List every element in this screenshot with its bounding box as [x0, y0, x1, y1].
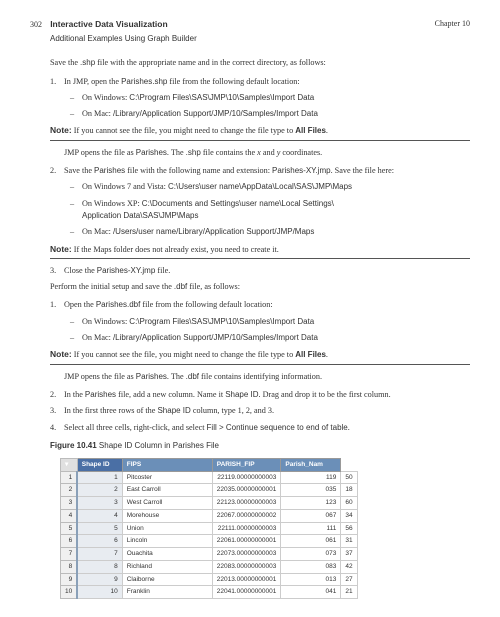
divider	[50, 140, 470, 141]
step-1-windows: – On Windows: C:\Program Files\SAS\JMP\1…	[70, 92, 470, 104]
doc-subtitle: Additional Examples Using Graph Builder	[50, 33, 470, 45]
table-row[interactable]: 33West Carroll22123.0000000000312360	[61, 497, 358, 510]
divider	[50, 258, 470, 259]
step-2-mac: – On Mac: /Users/user name/Library/Appli…	[70, 226, 470, 238]
table-corner: ▾	[61, 458, 78, 471]
note-all-files-1: Note: If you cannot see the file, you mi…	[50, 124, 470, 137]
figure-caption: Figure 10.41 Shape ID Column in Parishes…	[50, 440, 470, 452]
jmp-opens-dbf: JMP opens the file as Parishes. The .dbf…	[64, 371, 470, 383]
table-row[interactable]: 99Claiborne22013.0000000000101327	[61, 573, 358, 586]
dbf-step-4: 4. Select all three cells, right-click, …	[50, 422, 470, 434]
table-row[interactable]: 66Lincoln22061.0000000000106131	[61, 535, 358, 548]
step-3: 3. Close the Parishes-XY.jmp file.	[50, 265, 470, 277]
dbf-step-1-mac: – On Mac: /Library/Application Support/J…	[70, 332, 470, 344]
note-all-files-2: Note: If you cannot see the file, you mi…	[50, 348, 470, 361]
table-row[interactable]: 88Richland22083.0000000000308342	[61, 560, 358, 573]
intro-save-shp: Save the .shp file with the appropriate …	[50, 57, 470, 69]
intro-save-dbf: Perform the initial setup and save the .…	[50, 281, 470, 293]
table-row[interactable]: 11Pitcoster22119.0000000000311950	[61, 471, 358, 484]
parishes-table: ▾Shape IDFIPSPARISH_FIPParish_Nam11Pitco…	[60, 458, 470, 599]
dbf-step-3: 3. In the first three rows of the Shape …	[50, 405, 470, 417]
col-parish-fip[interactable]: PARISH_FIP	[212, 458, 281, 471]
dbf-step-1-win: – On Windows: C:\Program Files\SAS\JMP\1…	[70, 316, 470, 328]
page-number: 302	[30, 20, 42, 29]
table-row[interactable]: 55Union22111.0000000000311156	[61, 522, 358, 535]
step-1-mac: – On Mac: /Library/Application Support/J…	[70, 108, 470, 120]
dbf-step-1: 1. Open the Parishes.dbf file from the f…	[50, 299, 470, 311]
step-2: 2. Save the Parishes file with the follo…	[50, 165, 470, 177]
divider	[50, 364, 470, 365]
table-row[interactable]: 77Ouachita22073.0000000000307337	[61, 548, 358, 561]
table-row[interactable]: 44Morehouse22067.0000000000206734	[61, 509, 358, 522]
table-row[interactable]: 22East Carroll22035.0000000000103518	[61, 484, 358, 497]
col-parish-nam[interactable]: Parish_Nam	[281, 458, 341, 471]
jmp-opens-shp: JMP opens the file as Parishes. The .shp…	[64, 147, 470, 159]
step-2-winxp: – On Windows XP: C:\Documents and Settin…	[70, 198, 470, 223]
dbf-step-2: 2. In the Parishes file, add a new colum…	[50, 389, 470, 401]
col-fips[interactable]: FIPS	[122, 458, 212, 471]
doc-title: Interactive Data Visualization	[50, 19, 167, 29]
col-shape-id[interactable]: Shape ID	[77, 458, 122, 471]
chapter-label: Chapter 10	[435, 18, 470, 31]
step-1: 1. In JMP, open the Parishes.shp file fr…	[50, 76, 470, 88]
page-header: 302 Interactive Data Visualization Chapt…	[30, 18, 470, 31]
note-maps-folder: Note: If the Maps folder does not alread…	[50, 243, 470, 256]
table-row[interactable]: 1010Franklin22041.0000000000104121	[61, 586, 358, 599]
step-2-win7: – On Windows 7 and Vista: C:\Users\user …	[70, 181, 470, 193]
